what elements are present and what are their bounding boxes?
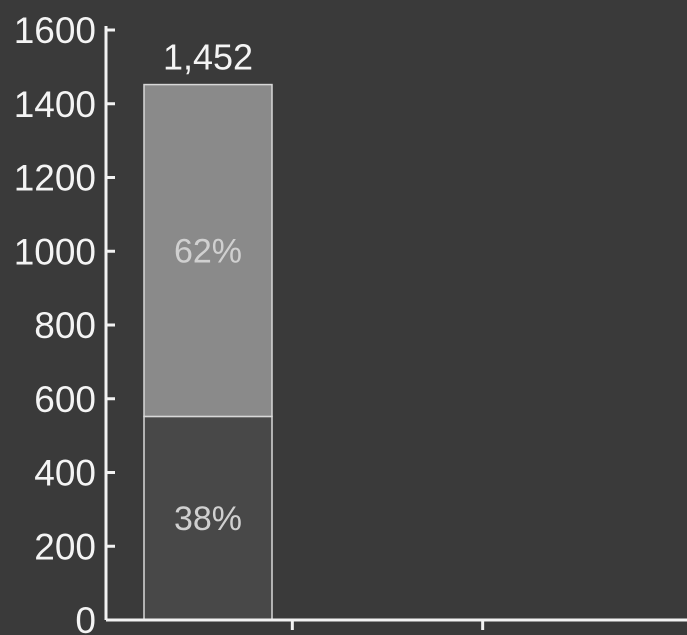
data-labels-layer: 38% 62% 1,452 — [163, 37, 253, 539]
y-tick-label: 1200 — [14, 158, 96, 199]
bar-segment-bottom — [143, 415, 273, 621]
bar-total-label: 1,452 — [163, 37, 253, 78]
y-tick-label: 1000 — [14, 231, 96, 272]
y-tick-label: 800 — [34, 305, 96, 346]
y-tick-label: 0 — [75, 600, 96, 635]
y-tick-label: 1600 — [14, 10, 96, 51]
segment-percent-label: 38% — [174, 500, 242, 538]
y-tick-label: 600 — [34, 379, 96, 420]
bar-segment-top — [143, 83, 273, 418]
y-tick-label: 400 — [34, 453, 96, 494]
y-tick-label: 200 — [34, 526, 96, 567]
segment-percent-label: 62% — [174, 233, 242, 271]
y-tick-label: 1400 — [14, 84, 96, 125]
bars-layer — [143, 83, 273, 621]
y-axis-ticks: 0 200 400 600 800 1000 1200 1400 1600 — [14, 10, 485, 635]
